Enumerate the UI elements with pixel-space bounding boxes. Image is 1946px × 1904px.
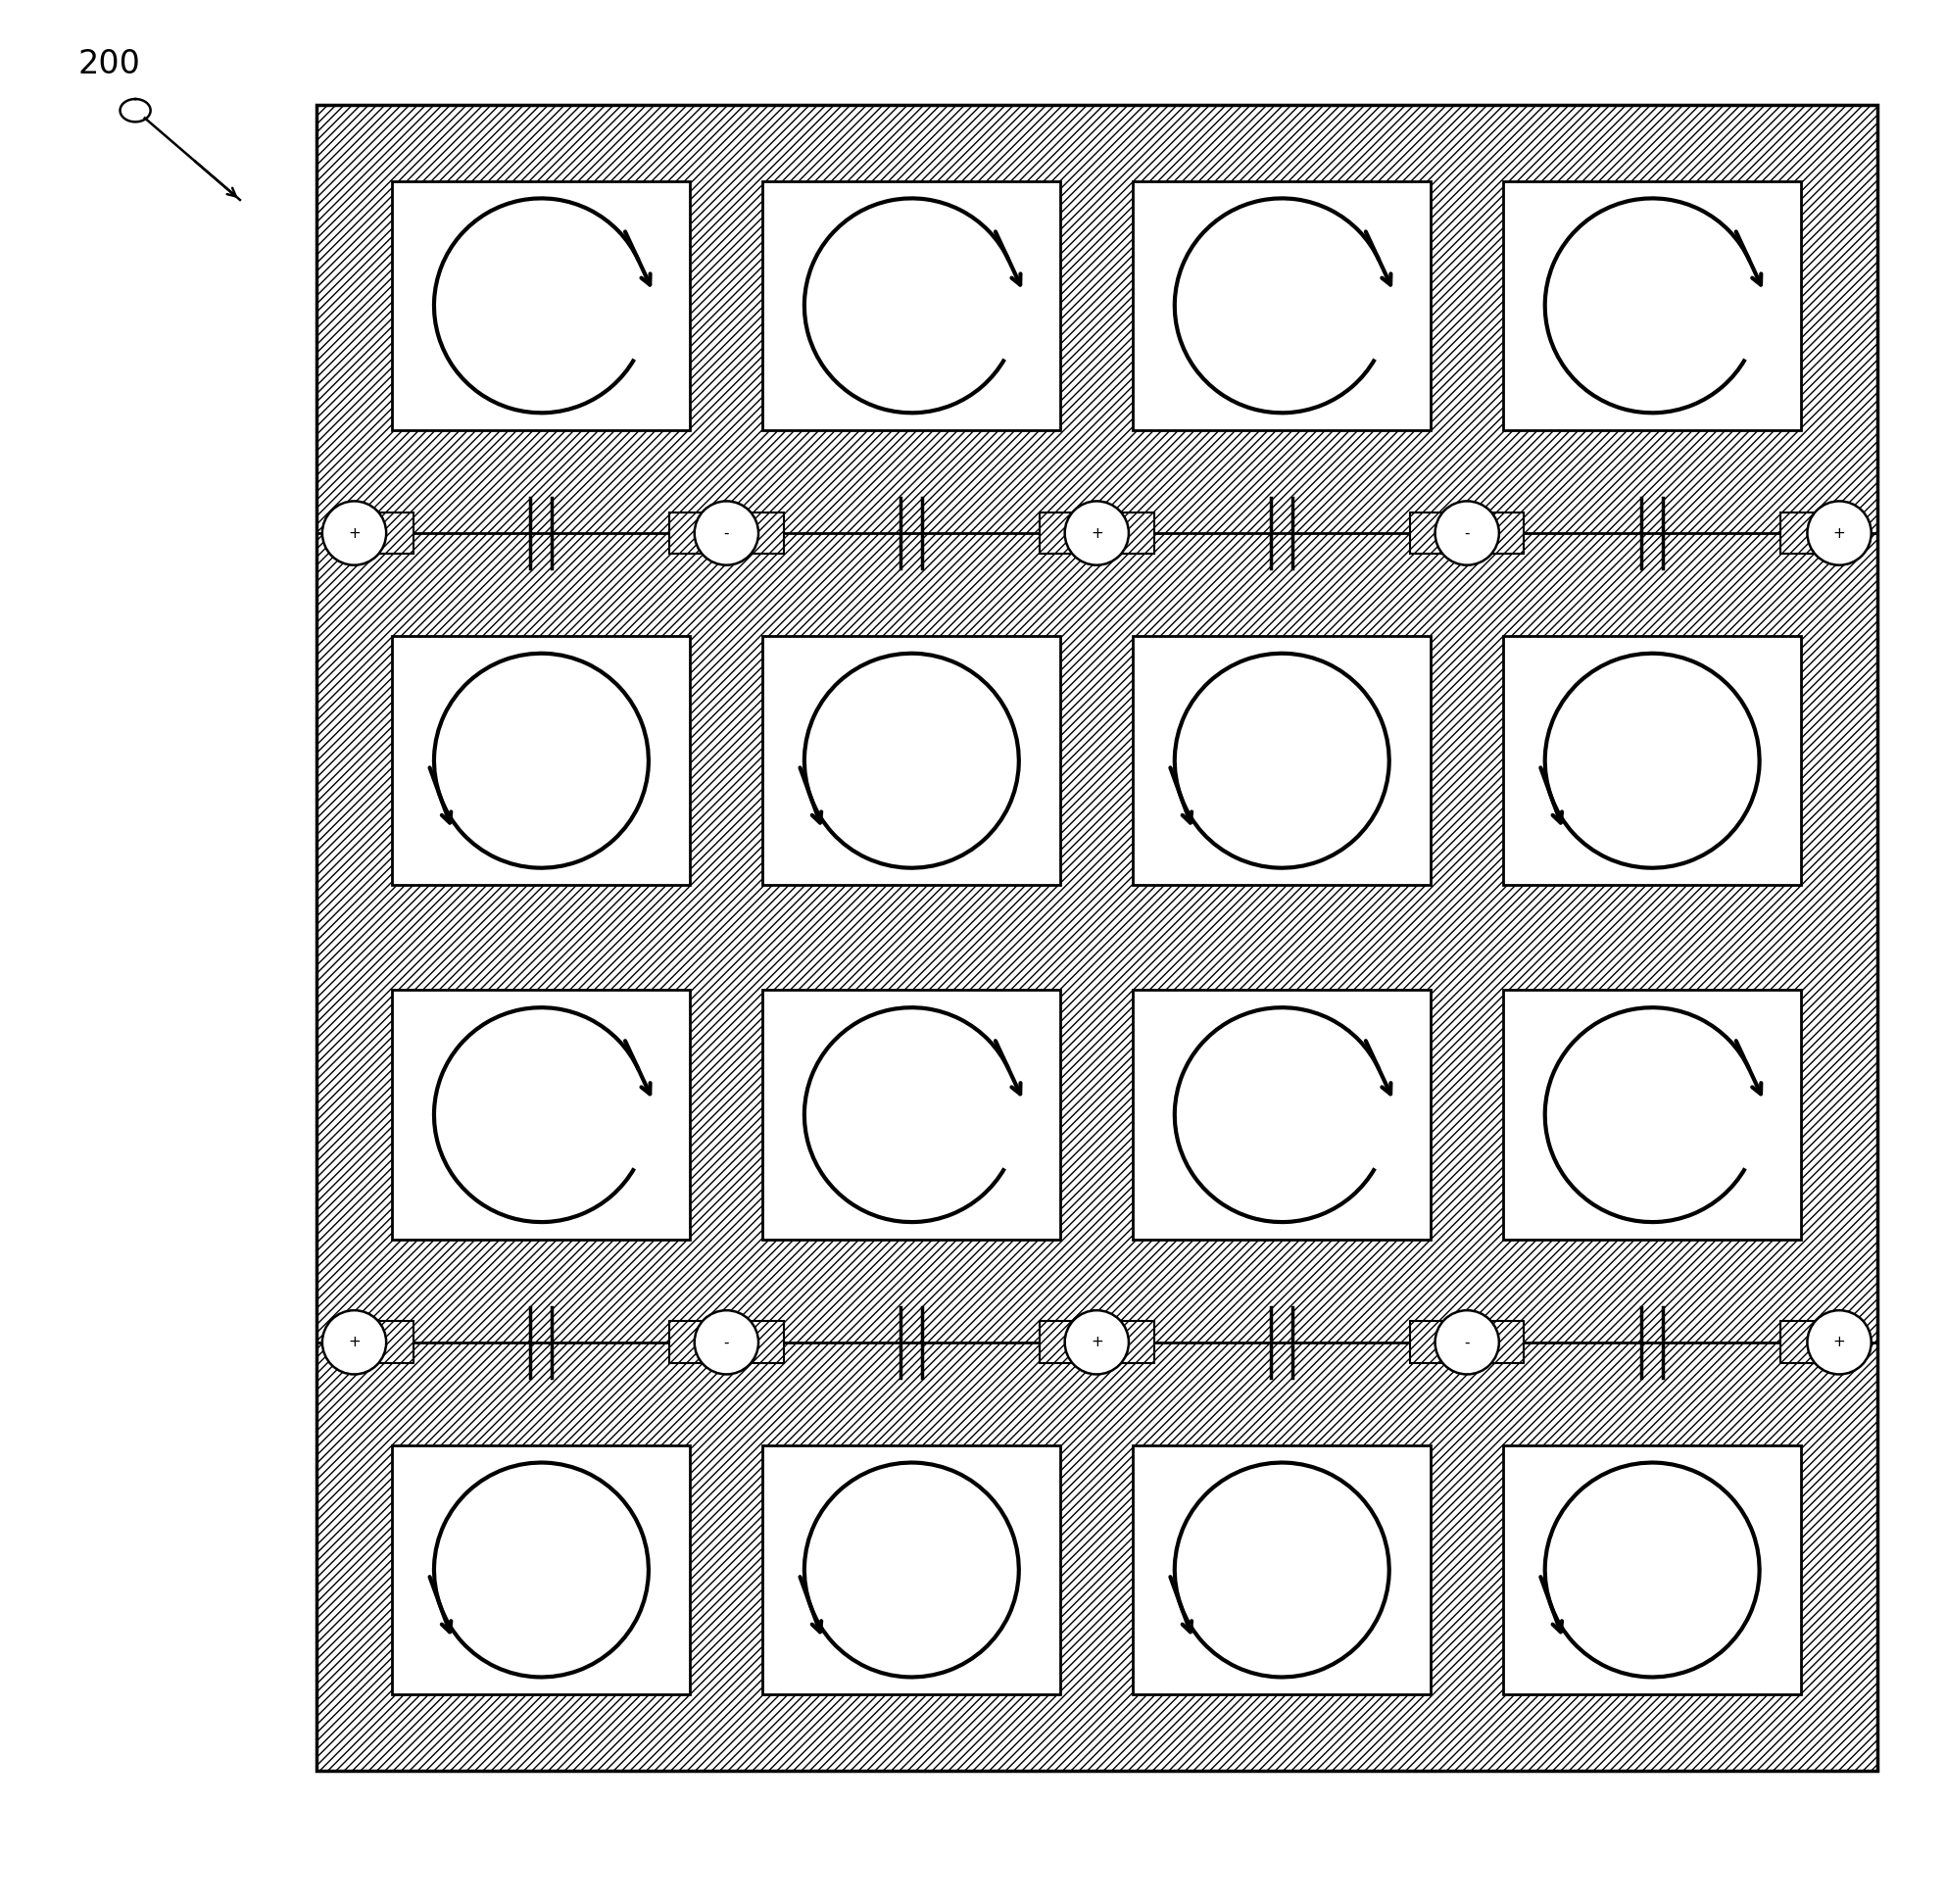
Bar [393, 990, 691, 1240]
Bar [1502, 990, 1802, 1240]
Text: -: - [724, 1335, 730, 1350]
Text: +: + [1090, 526, 1103, 541]
Circle shape [1808, 501, 1872, 565]
Bar [1039, 512, 1082, 554]
Bar [669, 512, 710, 554]
Circle shape [1434, 1310, 1498, 1375]
Bar [741, 512, 784, 554]
Bar [741, 1321, 784, 1363]
Text: +: + [1833, 1335, 1845, 1350]
Bar [1502, 1445, 1802, 1695]
Bar [1781, 1321, 1821, 1363]
Circle shape [695, 1310, 759, 1375]
Bar [393, 636, 691, 885]
Circle shape [695, 501, 759, 565]
Bar [1781, 512, 1821, 554]
Circle shape [323, 1310, 385, 1375]
Bar [1111, 512, 1154, 554]
Circle shape [1064, 501, 1129, 565]
Circle shape [1808, 1310, 1872, 1375]
Text: 200: 200 [78, 48, 140, 80]
Text: +: + [348, 1335, 360, 1350]
Text: +: + [1833, 526, 1845, 541]
Bar [315, 105, 1878, 1771]
Bar [1483, 512, 1524, 554]
Circle shape [1434, 501, 1498, 565]
Bar [1133, 990, 1430, 1240]
Text: +: + [348, 526, 360, 541]
Bar [393, 1445, 691, 1695]
Bar [1411, 512, 1452, 554]
Bar [1133, 181, 1430, 430]
Bar [669, 1321, 710, 1363]
Bar [1502, 181, 1802, 430]
Bar [372, 512, 413, 554]
Bar [1111, 1321, 1154, 1363]
Bar [763, 1445, 1061, 1695]
Bar [1483, 1321, 1524, 1363]
Text: +: + [1090, 1335, 1103, 1350]
Bar [372, 1321, 413, 1363]
Circle shape [1064, 1310, 1129, 1375]
Bar [763, 636, 1061, 885]
Text: -: - [724, 526, 730, 541]
Text: -: - [1463, 526, 1469, 541]
Circle shape [323, 501, 385, 565]
Bar [1502, 636, 1802, 885]
Bar [1133, 1445, 1430, 1695]
Bar [763, 181, 1061, 430]
Bar [763, 990, 1061, 1240]
Text: -: - [1463, 1335, 1469, 1350]
Bar [1039, 1321, 1082, 1363]
Bar [1133, 636, 1430, 885]
Bar [393, 181, 691, 430]
Bar [1411, 1321, 1452, 1363]
